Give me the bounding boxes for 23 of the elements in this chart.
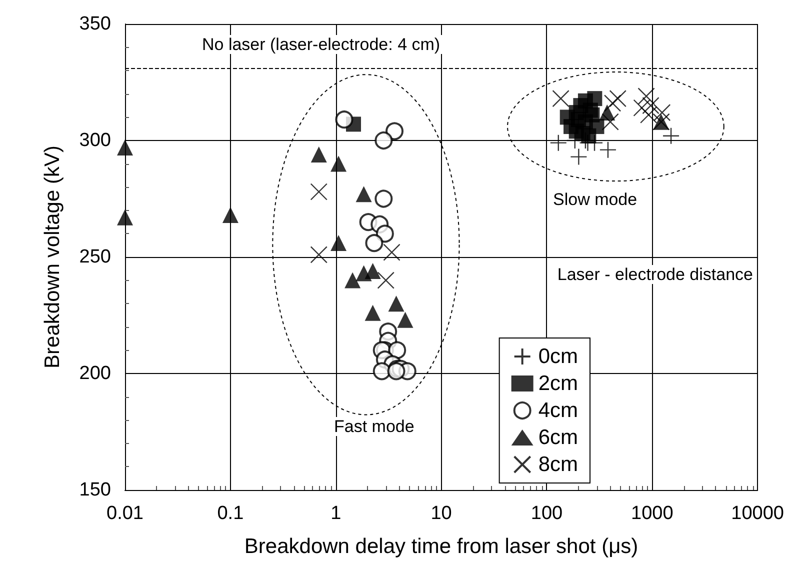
x-tick-label: 10000 xyxy=(731,503,784,524)
y-tick-label: 350 xyxy=(79,14,111,34)
y-tick-label: 300 xyxy=(79,130,111,151)
y-tick-label: 150 xyxy=(79,480,111,500)
legend-label: 8cm xyxy=(538,453,578,476)
annotation: Fast mode xyxy=(334,417,414,436)
legend-label: 2cm xyxy=(538,372,578,395)
y-tick-label: 250 xyxy=(79,246,111,268)
x-tick-label: 1 xyxy=(330,503,342,524)
x-tick-label: 0.1 xyxy=(217,503,244,524)
x-tick-label: 10 xyxy=(430,503,452,524)
x-tick-label: 1000 xyxy=(631,503,674,524)
legend-label: 6cm xyxy=(538,426,578,449)
annotation: No laser (laser-electrode: 4 cm) xyxy=(202,35,440,54)
annotation: Slow mode xyxy=(553,190,638,209)
x-axis-title: Breakdown delay time from laser shot (μs) xyxy=(244,535,638,558)
legend-label: 0cm xyxy=(538,345,578,368)
legend-title: Laser - electrode distance xyxy=(557,265,753,284)
x-tick-label: 100 xyxy=(530,503,563,524)
y-tick-label: 200 xyxy=(79,363,111,384)
legend-label: 4cm xyxy=(538,399,578,422)
x-tick-label: 0.01 xyxy=(106,503,144,524)
y-axis-title: Breakdown voltage (kV) xyxy=(41,146,64,368)
